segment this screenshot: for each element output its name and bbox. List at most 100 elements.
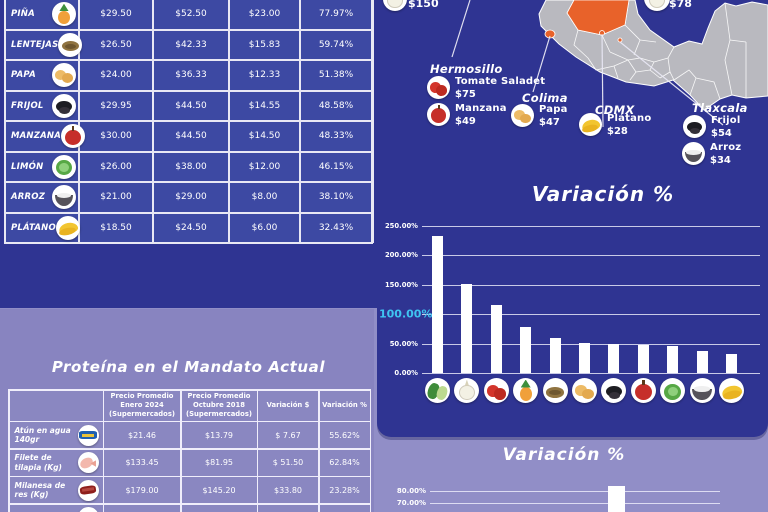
price-value: $38.00 (175, 161, 207, 172)
protein-cell (258, 504, 318, 512)
price-cell: $14.50 (230, 122, 299, 151)
price-cell: $8.00 (230, 183, 299, 212)
city-price-item: Arroz $34 (682, 142, 741, 166)
frijol-icon (683, 115, 706, 138)
atun-icon (77, 424, 99, 446)
y-axis-tick: 250.00% (384, 222, 418, 230)
price-value: $24.50 (175, 222, 207, 233)
y-axis-tick: 100.00% (379, 307, 433, 321)
price-value: $26.50 (100, 39, 132, 50)
chart-bar-arroz (696, 350, 708, 373)
protein-header-cell (9, 390, 103, 421)
city-name-colima: Colima (522, 91, 568, 105)
price-value: $24.00 (100, 70, 132, 81)
chart-category-icon (630, 378, 656, 407)
chart-bar-pina (520, 327, 532, 373)
city-price-item: Plátano $28 (579, 113, 651, 137)
gridline (422, 373, 760, 374)
protein-value: 62.84% (329, 458, 360, 467)
price-value: $52.50 (175, 9, 207, 20)
mexico-map (451, 0, 768, 128)
protein-value: $145.20 (202, 485, 236, 495)
price-value: $21.00 (100, 192, 132, 203)
price-cell: $12.33 (230, 61, 299, 90)
price-cell: $52.50 (154, 0, 228, 29)
food-label: Tomate Saladet (455, 76, 546, 87)
limon-icon (52, 154, 76, 179)
price-value: $6.00 (251, 222, 278, 233)
city-name-hermosillo: Hermosillo (430, 62, 503, 76)
protein-cell (319, 504, 370, 512)
gridline (422, 343, 760, 345)
price-cell: 32.43% (301, 213, 371, 242)
res-icon (77, 479, 99, 501)
food-name-label: PAPA (11, 70, 36, 81)
price-value: $44.50 (175, 131, 207, 142)
food-label: Arroz (710, 142, 742, 153)
protein-cell (104, 504, 180, 512)
protein-value: $81.95 (205, 458, 233, 467)
price-cell: $15.83 (230, 30, 299, 59)
chart-category-icon (660, 378, 686, 407)
food-name-label: LENTEJAS (11, 39, 59, 50)
variation-chart-protein: Variación % 80.00% 70.00% (378, 437, 768, 512)
tilapia-icon (77, 507, 99, 512)
city-price-item: Frijol $54 (683, 115, 740, 139)
manzana-icon (61, 124, 85, 149)
platano-icon (719, 378, 744, 403)
papa-icon (511, 104, 534, 127)
cebolla-icon (383, 0, 407, 11)
arroz-icon (689, 378, 715, 403)
price-cell: $29.00 (154, 183, 228, 212)
price-cell: 48.58% (301, 91, 371, 120)
food-label: Plátano (607, 113, 652, 124)
food-name-label: LIMÓN (11, 161, 44, 172)
y-axis-tick: 50.00% (389, 339, 418, 348)
price-value: $23.00 (248, 9, 281, 20)
chart-bar-calabacita (432, 236, 443, 373)
food-price: $47 (539, 117, 560, 128)
protein-value: $21.46 (128, 430, 156, 440)
protein-cell: $133.45 (104, 449, 180, 476)
price-cell: $26.00 (80, 152, 152, 181)
price-value: $12.00 (248, 161, 281, 172)
price-cell: 59.74% (301, 30, 371, 59)
protein-value: $33.80 (274, 485, 302, 495)
gridline (422, 255, 760, 257)
price-row-name: ARROZ (6, 183, 78, 212)
price-row-name: PAPA (6, 61, 78, 90)
price-value: $8.00 (251, 192, 278, 203)
protein-name-label: Milanesa de res (Kg) (14, 480, 66, 499)
price-value: $29.50 (100, 9, 132, 20)
gridline (430, 503, 720, 504)
food-price: $28 (607, 126, 628, 137)
gridline (422, 284, 760, 286)
protein-name-label: Atún en agua 140gr (14, 425, 71, 444)
protein-cell: 62.84% (319, 449, 370, 476)
frijol-icon (601, 378, 627, 403)
arroz-icon (682, 142, 705, 165)
highlighted-states (544, 0, 630, 43)
partial-callout-icon-right (644, 0, 670, 15)
protein-cell: 23.28% (319, 477, 370, 503)
price-cell: $44.50 (154, 122, 228, 151)
partial-callout-price-left: $150 (408, 0, 439, 10)
food-label: Manzana (455, 103, 507, 114)
food-label: Papa (539, 104, 568, 115)
price-value: 46.15% (318, 161, 354, 172)
y-axis-tick: 80.00% (396, 487, 426, 495)
manzana-icon (630, 378, 656, 403)
chart-bar-tomate (490, 304, 502, 373)
price-cell: 77.97% (301, 0, 371, 29)
price-row-name: FRIJOL (6, 91, 78, 120)
price-value: $29.95 (100, 100, 132, 111)
chart-category-icon (425, 378, 450, 407)
chart-category-icon (601, 378, 627, 407)
platano-icon (55, 215, 80, 240)
price-value: $29.00 (175, 192, 207, 203)
protein-row-name: Filete de tilapia (Kg) (9, 449, 103, 476)
food-name-label: MANZANA (11, 131, 61, 142)
protein-row-name: Atún en agua 140gr (9, 422, 103, 448)
gridline (430, 491, 720, 492)
price-cell: $44.50 (154, 91, 228, 120)
